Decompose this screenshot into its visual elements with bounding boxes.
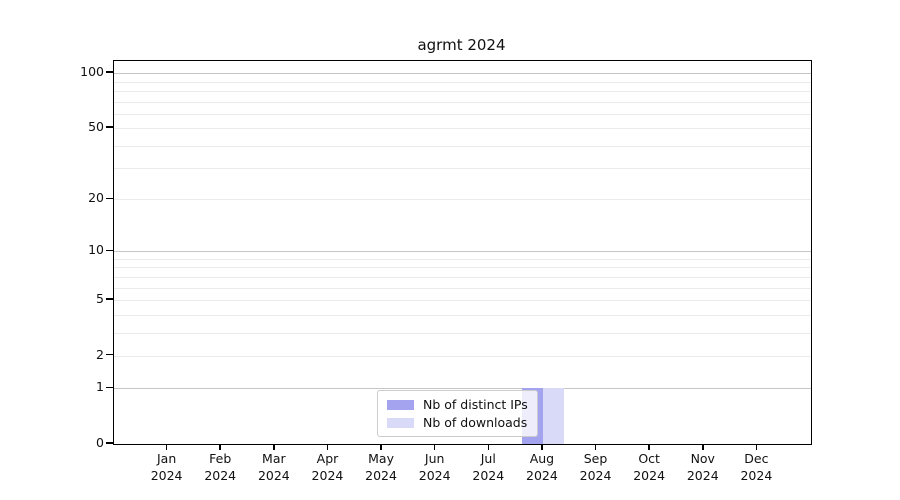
x-axis-tick-mark-aug — [541, 444, 543, 450]
legend-swatch-distinct-ips — [387, 399, 414, 410]
gridline-minor-20 — [114, 199, 811, 201]
x-axis-tick-mark-dec — [755, 444, 758, 450]
x-axis-tick-mark-oct — [648, 444, 650, 450]
x-axis-tick-label-aug: Aug 2024 — [526, 451, 558, 483]
x-axis-tick-label-mar: Mar 2024 — [257, 451, 290, 483]
x-axis-tick-mark-apr — [326, 444, 329, 450]
gridline-minor-90 — [114, 81, 811, 83]
x-axis-tick-label-may: May 2024 — [365, 451, 397, 483]
gridline-minor-8 — [114, 267, 811, 269]
x-axis-tick-mark-may — [380, 444, 382, 450]
chart-title: agrmt 2024 — [417, 36, 506, 54]
gridline-minor-50 — [114, 128, 811, 130]
y-axis-tick-label-2: 2 — [96, 346, 104, 362]
x-axis-tick-mark-sep — [594, 444, 597, 450]
gridline-minor-2 — [114, 355, 811, 357]
gridline-major-1 — [114, 388, 811, 390]
y-axis-tick-mark-20 — [106, 197, 113, 200]
legend-swatch-downloads — [387, 417, 414, 428]
gridline-minor-30 — [114, 168, 811, 170]
y-axis-tick-mark-50 — [106, 126, 113, 128]
y-axis-tick-label-20: 20 — [88, 190, 104, 206]
plot-area — [113, 60, 812, 445]
x-axis-tick-mark-feb — [219, 444, 221, 450]
legend-item-downloads: Nb of downloads — [387, 415, 528, 430]
legend-item-distinct-ips: Nb of distinct IPs — [387, 397, 528, 412]
x-axis-tick-mark-jan — [165, 444, 168, 450]
y-axis-tick-label-10: 10 — [88, 242, 104, 258]
y-axis-tick-label-1: 1 — [96, 379, 104, 395]
gridline-minor-5 — [114, 300, 811, 302]
y-axis-tick-label-0: 0 — [96, 435, 104, 450]
gridline-major-100 — [114, 73, 811, 75]
y-axis-tick-mark-2 — [106, 353, 113, 356]
y-axis-tick-label-100: 100 — [80, 64, 104, 80]
legend-label-downloads: Nb of downloads — [423, 415, 528, 430]
gridline-minor-40 — [114, 145, 811, 147]
y-axis-tick-label-5: 5 — [96, 291, 104, 307]
x-axis-tick-mark-mar — [273, 444, 275, 450]
gridline-minor-70 — [114, 101, 811, 103]
gridline-minor-80 — [114, 90, 811, 92]
x-axis-tick-mark-nov — [702, 444, 704, 450]
legend: Nb of distinct IPs Nb of downloads — [377, 390, 538, 437]
x-axis-tick-label-nov: Nov 2024 — [686, 451, 719, 483]
x-axis-tick-label-sep: Sep 2024 — [579, 451, 612, 483]
x-axis-tick-label-feb: Feb 2024 — [204, 451, 237, 483]
gridline-minor-3 — [114, 332, 811, 334]
gridline-minor-7 — [114, 276, 811, 278]
legend-label-distinct-ips: Nb of distinct IPs — [423, 397, 528, 412]
y-axis-tick-mark-100 — [106, 71, 113, 73]
x-axis-tick-mark-jul — [487, 444, 490, 450]
x-axis-tick-label-apr: Apr 2024 — [311, 451, 344, 483]
gridline-minor-60 — [114, 113, 811, 115]
y-axis-tick-label-50: 50 — [88, 119, 104, 135]
x-axis-tick-label-jun: Jun 2024 — [418, 451, 451, 483]
gridline-minor-4 — [114, 314, 811, 316]
x-axis-tick-label-jan: Jan 2024 — [150, 451, 183, 483]
y-axis-tick-mark-1 — [106, 386, 113, 389]
y-axis-tick-mark-5 — [106, 298, 113, 300]
y-axis-tick-mark-0 — [106, 442, 113, 444]
x-axis-tick-label-dec: Dec 2024 — [740, 451, 773, 483]
gridline-major-10 — [114, 251, 811, 253]
x-axis-tick-label-oct: Oct 2024 — [633, 451, 666, 483]
x-axis-tick-label-jul: Jul 2024 — [472, 451, 505, 483]
bar-downloads-aug — [542, 388, 564, 444]
y-axis-tick-mark-10 — [106, 249, 113, 252]
gridline-minor-9 — [114, 259, 811, 260]
x-axis-tick-mark-jun — [433, 444, 436, 450]
gridline-minor-6 — [114, 287, 811, 289]
